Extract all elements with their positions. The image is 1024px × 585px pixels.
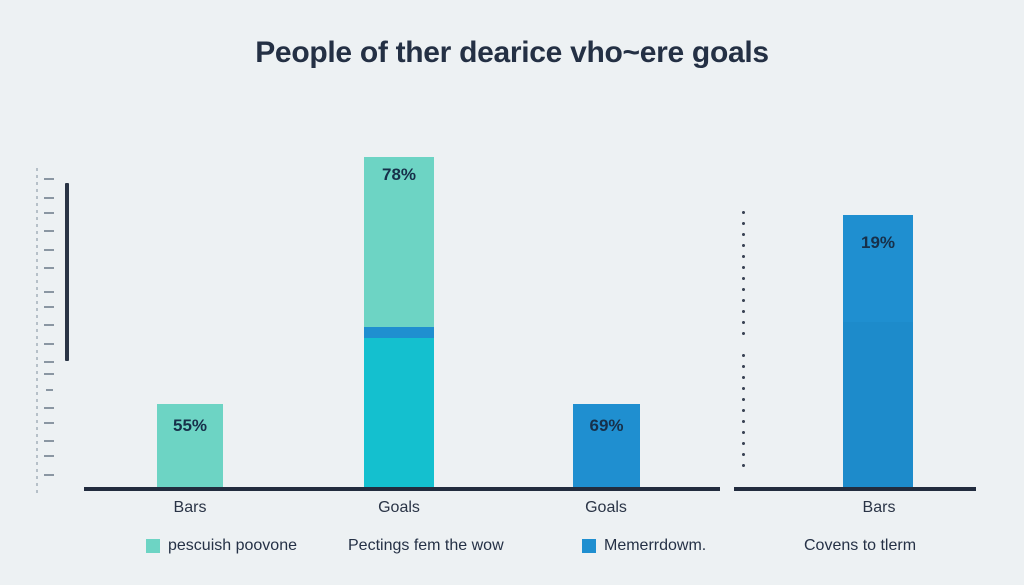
legend-label: Memerrdowm. [604, 537, 707, 554]
dotted-divider [742, 207, 745, 335]
tick [44, 291, 54, 293]
tick [44, 212, 54, 214]
legend-swatch-blue [582, 539, 596, 553]
tick [44, 324, 54, 326]
bar-4[interactable]: 19% [843, 215, 913, 488]
category-label-3: Goals [585, 499, 627, 516]
tick [44, 361, 54, 363]
legend-item-3[interactable]: Memerrdowm. [582, 537, 706, 555]
bar-2[interactable]: 78% [364, 157, 434, 488]
bar-value-label: 19% [860, 233, 896, 252]
bar-1[interactable]: 55% [157, 404, 223, 488]
tick [44, 306, 54, 308]
bar-value-label: 55% [172, 416, 208, 435]
bar-value-label: 78% [381, 165, 417, 184]
bar-value-label: 69% [589, 416, 624, 435]
tick [44, 422, 54, 424]
dotted-divider [742, 350, 745, 468]
x-axis-baseline-right [734, 487, 976, 491]
tick [46, 389, 53, 391]
legend-item-1[interactable]: pescuish poovone [146, 537, 297, 555]
category-label-4: Bars [862, 499, 896, 516]
tick [44, 474, 54, 476]
bar-segment-bottom [364, 338, 434, 488]
legend-item-2[interactable]: Pectings fem the wow [348, 537, 504, 555]
chart-title: People of ther dearice vho~ere goals [255, 36, 769, 69]
bar-3[interactable]: 69% [573, 404, 640, 488]
bar-segment-top [364, 157, 434, 327]
legend-swatch-teal [146, 539, 160, 553]
dashed-y-axis [36, 168, 38, 493]
category-label-2: Goals [378, 499, 420, 516]
tick [44, 197, 54, 199]
tick [44, 249, 54, 251]
tick [44, 373, 54, 375]
y-axis-ticks [44, 178, 58, 484]
tick [44, 343, 54, 345]
range-indicator-bar [65, 183, 69, 361]
legend-label: pescuish poovone [168, 537, 297, 554]
tick [44, 267, 54, 269]
legend-label: Pectings fem the wow [348, 537, 504, 554]
bar-segment-shade [843, 322, 913, 488]
legend-label: Covens to tlerm [804, 537, 917, 554]
bar-segment-divider [364, 327, 434, 338]
tick [44, 455, 54, 457]
legend-item-4[interactable]: Covens to tlerm [804, 537, 916, 555]
tick [44, 178, 54, 180]
category-label-1: Bars [173, 499, 207, 516]
tick [44, 407, 54, 409]
x-axis-baseline-left [84, 487, 720, 491]
tick [44, 230, 54, 232]
tick [44, 440, 54, 442]
